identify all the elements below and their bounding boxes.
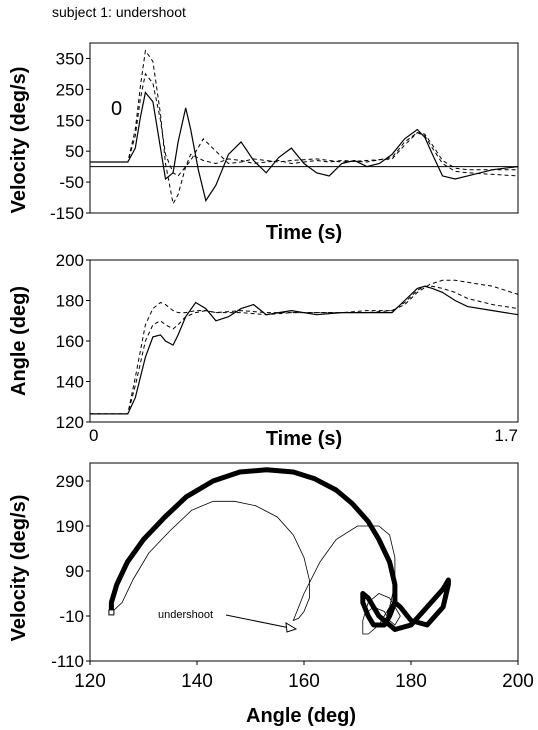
phase-plot-x-tick-label: 180 [395, 671, 427, 692]
angle-time-y-ticks: 200 180 160 140 120 [56, 251, 90, 432]
phase-plot-x-axis-label: Angle (deg) [246, 705, 356, 727]
phase-plot-x-tick-label: 160 [288, 671, 320, 692]
angle-time-y-tick-label: 200 [56, 251, 84, 270]
velocity-time-y-tick-label: 50 [65, 142, 84, 161]
angle-time-series-1 [90, 285, 519, 415]
velocity-time-y-tick-label: 350 [56, 49, 84, 68]
figure-title: subject 1: undershoot [52, 4, 186, 20]
angle-time-x-tick-start: 0 [89, 426, 98, 445]
velocity-time-y-axis-label: Velocity (deg/s) [8, 67, 30, 214]
angle-time-plot-frame [89, 259, 519, 423]
angle-time-y-tick-label: 120 [56, 413, 84, 432]
phase-plot-start-marker [108, 609, 115, 616]
angle-time-y-tick-label: 180 [56, 292, 84, 311]
velocity-time-panel: 350 250 150 50 -50 -150 0 Time (s) Velocity (… [8, 42, 519, 244]
angle-time-series [90, 279, 519, 415]
phase-plot-y-axis-label: Velocity (deg/s) [8, 495, 30, 642]
phase-plot-x-tick-label: 200 [502, 671, 534, 692]
angle-time-panel: 200 180 160 140 120 0 1.7 Time (s) Angle (de… [8, 251, 519, 450]
angle-time-x-tick-end: 1.7 [494, 426, 518, 445]
phase-plot-y-tick-label: -10 [59, 607, 84, 626]
phase-plot-y-tick-label: 190 [56, 517, 84, 536]
velocity-time-annotation: 0 [111, 98, 122, 120]
undershoot-annotation: undershoot [158, 609, 213, 621]
velocity-time-series-1 [90, 91, 519, 203]
phase-plot-panel: 290 190 90 -10 -110 120 140 160 180 200 undersho… [8, 462, 534, 727]
velocity-time-x-axis-label: Time (s) [266, 222, 342, 244]
phase-plot-y-tick-label: 290 [56, 472, 84, 491]
angle-time-series-3 [90, 285, 519, 415]
velocity-time-series-2 [90, 49, 519, 206]
phase-plot-series-1 [108, 467, 451, 632]
velocity-time-series-3 [90, 72, 518, 177]
phase-plot-x-ticks: 120 140 160 180 200 [74, 661, 534, 692]
velocity-time-plot-frame [89, 42, 519, 214]
angle-time-y-axis-label: Angle (deg) [8, 286, 30, 396]
phase-plot-x-tick-label: 140 [181, 671, 213, 692]
velocity-time-series [90, 49, 519, 206]
phase-plot-frame [89, 462, 519, 662]
velocity-time-y-tick-label: -150 [50, 204, 84, 223]
phase-plot-y-tick-label: 90 [65, 562, 84, 581]
phase-plot-y-tick-label: -110 [51, 652, 84, 671]
velocity-time-y-tick-label: -50 [59, 173, 84, 192]
velocity-time-y-tick-label: 150 [56, 111, 84, 130]
angle-time-y-tick-label: 160 [56, 332, 84, 351]
undershoot-arrowhead [285, 622, 298, 633]
velocity-time-y-ticks: 350 250 150 50 -50 -150 [50, 49, 90, 223]
phase-plot-y-ticks: 290 190 90 -10 -110 [51, 472, 90, 671]
phase-plot-x-tick-label: 120 [74, 671, 106, 692]
undershoot-arrow [225, 614, 291, 629]
angle-time-series-2 [90, 279, 519, 415]
phase-plot-series-2 [111, 500, 401, 635]
angle-time-x-axis-label: Time (s) [266, 428, 342, 450]
velocity-time-y-tick-label: 250 [56, 80, 84, 99]
phase-plot-series [108, 467, 451, 635]
angle-time-y-tick-label: 140 [56, 373, 84, 392]
